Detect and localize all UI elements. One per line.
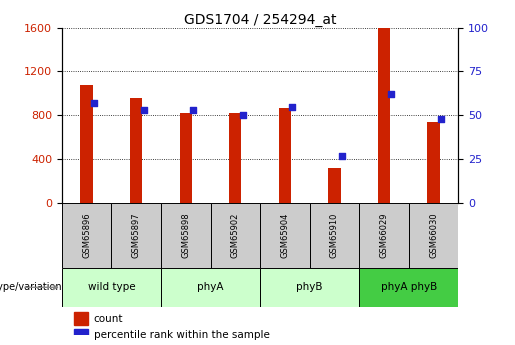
Text: phyA phyB: phyA phyB [381,282,437,292]
Bar [260,268,359,307]
Bar [427,122,440,203]
Bar [62,203,111,268]
Point [387,91,396,97]
Text: wild type: wild type [88,282,135,292]
Bar [80,85,93,203]
Bar [229,113,242,203]
Text: GSM66030: GSM66030 [429,213,438,258]
Text: count: count [94,314,123,324]
Text: phyB: phyB [297,282,323,292]
Text: GSM65897: GSM65897 [132,213,141,258]
Text: GSM65896: GSM65896 [82,213,91,258]
Bar [161,268,260,307]
Bar [161,203,211,268]
Bar [130,98,142,203]
Bar [310,203,359,268]
Text: genotype/variation: genotype/variation [0,282,62,292]
Point [437,116,445,121]
Text: GSM65898: GSM65898 [181,213,190,258]
Bar [359,268,458,307]
Point [90,100,98,106]
Text: GSM65904: GSM65904 [280,213,289,258]
Point [238,112,247,118]
Text: phyA: phyA [197,282,224,292]
Point [288,104,297,109]
Bar [211,203,260,268]
Bar [359,203,409,268]
Point [140,107,148,113]
Bar [74,313,88,325]
Bar [328,168,340,203]
Point [338,153,346,158]
Text: GSM65910: GSM65910 [330,213,339,258]
Bar [378,28,390,203]
Bar [180,113,192,203]
Text: GSM65902: GSM65902 [231,213,240,258]
Point [189,107,197,113]
Text: percentile rank within the sample: percentile rank within the sample [94,330,269,340]
Bar [111,203,161,268]
Bar [409,203,458,268]
Text: GSM66029: GSM66029 [380,213,388,258]
Bar [74,329,88,342]
Bar [260,203,310,268]
Bar [62,268,161,307]
Bar [279,108,291,203]
Title: GDS1704 / 254294_at: GDS1704 / 254294_at [184,12,336,27]
